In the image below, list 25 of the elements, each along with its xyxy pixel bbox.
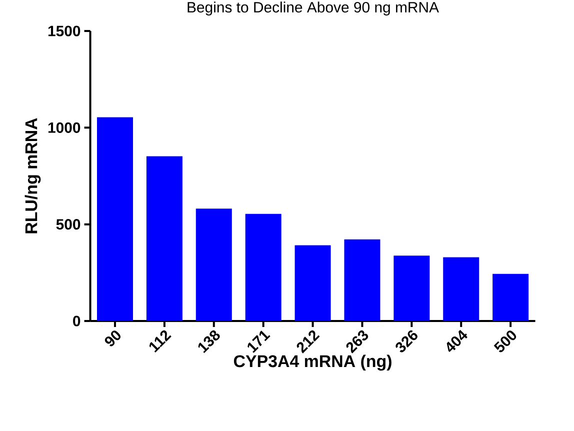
bar	[196, 208, 232, 321]
y-tick-label: 1500	[48, 26, 80, 36]
x-tick-label: 326	[396, 330, 418, 352]
y-tick-label: 0	[73, 316, 80, 326]
bar	[294, 245, 331, 321]
bar	[146, 156, 182, 321]
y-tick-label: 1000	[48, 122, 80, 133]
bar	[97, 117, 133, 321]
x-tick-label: 90	[104, 330, 121, 346]
bar	[492, 274, 529, 321]
x-tick-label: 404	[446, 330, 468, 352]
x-tick-label: 138	[198, 330, 220, 354]
x-tick-label: 263	[346, 330, 368, 354]
y-tick-label: 500	[56, 219, 80, 230]
x-tick-label: 212	[296, 330, 320, 354]
bar	[344, 239, 380, 321]
y-axis-title: RLU/ng mRNA	[24, 118, 41, 234]
bar	[245, 214, 282, 321]
x-tick-label: 112	[149, 330, 172, 352]
x-axis-title: CYP3A4 mRNA (ng)	[234, 354, 392, 371]
chart-title: Begins to Decline Above 90 ng mRNA	[188, 2, 439, 16]
x-tick-label: 171	[248, 330, 270, 353]
bar	[394, 256, 430, 321]
bar	[443, 257, 480, 321]
x-tick-label: 500	[494, 330, 516, 352]
